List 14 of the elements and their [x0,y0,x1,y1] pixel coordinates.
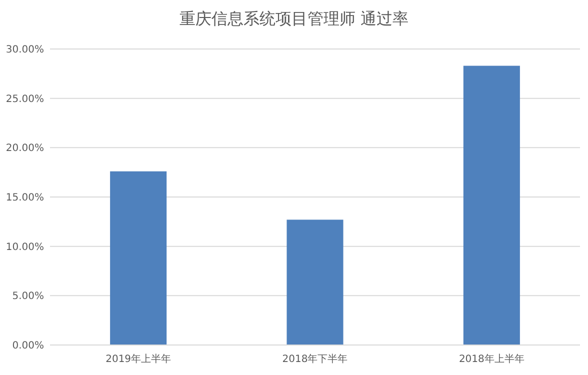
y-tick-label: 15.00% [6,192,44,204]
y-tick-label: 10.00% [6,242,44,253]
chart-title: 重庆信息系统项目管理师 通过率 [179,9,409,28]
x-tick-label: 2018年下半年 [282,353,348,365]
y-tick-label: 20.00% [6,143,44,154]
bar [286,220,344,345]
x-tick-label: 2018年上半年 [458,353,524,365]
y-tick-label: 5.00% [12,291,44,302]
bar [463,66,520,345]
y-tick-label: 25.00% [6,94,44,105]
bar [110,171,167,345]
y-tick-label: 0.00% [12,340,44,352]
x-tick-label: 2019年上半年 [106,353,172,365]
y-tick-label: 30.00% [6,44,44,56]
